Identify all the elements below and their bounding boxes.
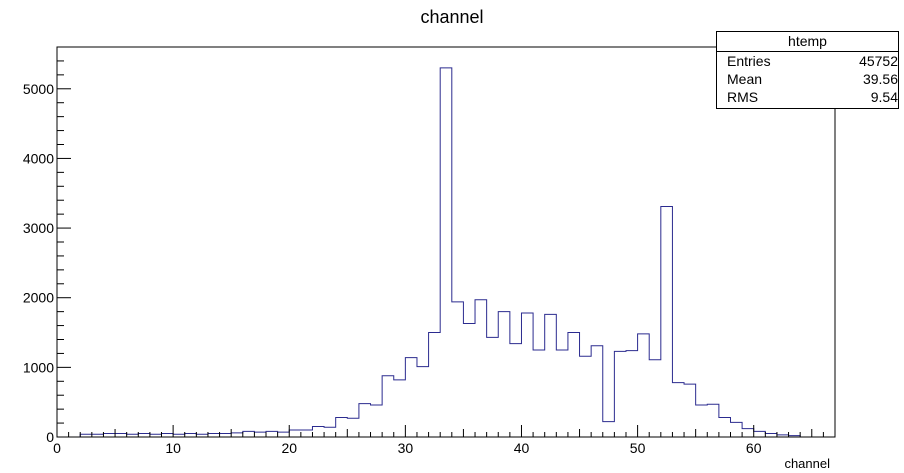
stats-label-mean: Mean <box>727 71 763 87</box>
histogram-bin <box>707 404 719 437</box>
histogram-bin <box>521 313 533 437</box>
y-tick-label: 1000 <box>23 359 54 375</box>
histogram-bin <box>463 323 475 437</box>
histogram-bin <box>626 351 638 437</box>
histogram-bin <box>243 431 255 437</box>
histogram-bin <box>312 427 324 437</box>
x-tick-label: 10 <box>165 440 181 456</box>
y-tick-label: 0 <box>46 429 54 445</box>
histogram-bin <box>394 380 406 437</box>
histogram-bin <box>103 434 115 437</box>
histogram-bin <box>301 430 313 437</box>
histogram-bin <box>162 434 174 437</box>
histogram-bin <box>347 418 359 437</box>
stats-row-entries: Entries 45752 <box>717 52 898 70</box>
x-tick-label: 0 <box>53 440 61 456</box>
histogram-bin <box>475 300 487 437</box>
histogram-bin <box>556 350 568 437</box>
x-tick-label: 40 <box>514 440 530 456</box>
histogram-bin <box>638 334 650 437</box>
histogram-bin <box>672 383 684 437</box>
histogram-bin <box>405 358 417 437</box>
stats-label-entries: Entries <box>727 53 771 69</box>
y-tick-label: 4000 <box>23 150 54 166</box>
histogram-bin <box>371 405 383 437</box>
histogram-bin <box>266 431 278 437</box>
x-tick-label: 20 <box>281 440 297 456</box>
chart-title: channel <box>420 7 483 27</box>
histogram-bin <box>591 346 603 437</box>
histogram-bin <box>696 405 708 437</box>
histogram-bin <box>208 434 220 437</box>
histogram-bin <box>580 356 592 437</box>
x-tick-label: 50 <box>630 440 646 456</box>
histogram-bin <box>417 367 429 437</box>
histogram-bin <box>568 333 580 437</box>
histogram-bin <box>80 434 92 437</box>
histogram-bin <box>92 434 104 437</box>
histogram-bin <box>220 434 232 437</box>
histogram-bin <box>719 418 731 438</box>
x-tick-label: 30 <box>398 440 414 456</box>
y-tick-label: 5000 <box>23 81 54 97</box>
histogram-bin <box>359 404 371 437</box>
histogram-bin <box>754 431 766 437</box>
stats-value-rms: 9.54 <box>870 89 898 105</box>
histogram-bin <box>789 436 801 437</box>
histogram-bin <box>324 427 336 437</box>
histogram-bin <box>510 344 522 437</box>
histogram-bin <box>533 350 545 437</box>
stats-value-mean: 39.56 <box>862 71 898 87</box>
histogram-bin <box>603 422 615 437</box>
histogram-bin <box>231 433 243 437</box>
histogram-bin <box>196 434 208 437</box>
histogram-bin <box>487 337 499 437</box>
histogram-bin <box>150 434 162 437</box>
stats-row-rms: RMS 9.54 <box>717 88 898 106</box>
x-axis: 0 10 20 30 40 50 60 <box>53 425 824 456</box>
x-tick-label: 60 <box>746 440 762 456</box>
histogram-bin <box>278 432 290 437</box>
stats-row-mean: Mean 39.56 <box>717 70 898 88</box>
histogram-bin <box>440 68 452 437</box>
histogram-bin <box>115 434 127 437</box>
histogram-bin <box>684 384 696 437</box>
histogram-bin <box>730 422 742 437</box>
stats-title: htemp <box>717 32 898 52</box>
histogram-bin <box>545 314 557 437</box>
y-axis: 0 1000 2000 3000 4000 5000 <box>23 46 71 445</box>
histogram-bin <box>382 376 394 437</box>
stats-value-entries: 45752 <box>859 53 898 69</box>
histogram-bin <box>254 432 266 437</box>
x-axis-title: channel <box>784 456 830 471</box>
y-tick-label: 2000 <box>23 290 54 306</box>
stats-label-rms: RMS <box>727 89 759 105</box>
y-tick-label: 3000 <box>23 220 54 236</box>
histogram-bin <box>649 360 661 437</box>
histogram-bin <box>336 418 348 438</box>
histogram-bin <box>614 351 626 437</box>
histogram-bin <box>498 312 510 437</box>
histogram-layer <box>79 67 801 438</box>
histogram-bin <box>185 434 197 437</box>
histogram-bin <box>661 206 673 437</box>
histogram-bin <box>289 430 301 437</box>
histogram-bin <box>429 333 441 437</box>
stats-box: htemp Entries 45752 Mean 39.56 RMS 9.54 <box>716 31 899 109</box>
histogram-bin <box>777 435 789 437</box>
histogram-bin <box>127 434 139 437</box>
histogram-bin <box>765 434 777 437</box>
histogram-bin <box>742 429 754 437</box>
histogram-bin <box>173 434 185 437</box>
histogram-bin <box>138 434 150 437</box>
histogram-bin <box>452 302 464 437</box>
